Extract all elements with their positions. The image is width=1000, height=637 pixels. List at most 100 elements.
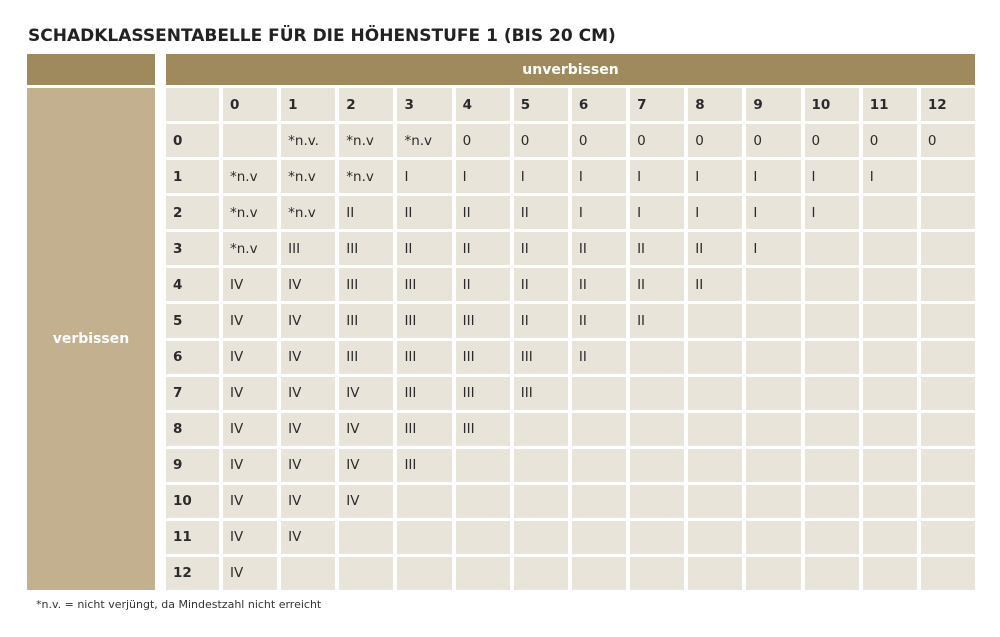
table-cell <box>862 484 917 518</box>
table-cell <box>397 556 452 590</box>
column-label: 7 <box>630 88 685 122</box>
table-cell: II <box>571 304 627 338</box>
table-cell: III <box>455 304 510 338</box>
column-label: 6 <box>571 88 627 122</box>
table-cell: II <box>688 268 743 302</box>
table-cell: II <box>571 232 627 266</box>
table-cell <box>862 376 917 410</box>
table-cell: I <box>688 160 743 194</box>
row-label: 9 <box>166 448 219 482</box>
table-cell: *n.v <box>339 160 394 194</box>
row-label: 7 <box>166 376 219 410</box>
table-cell: II <box>571 268 627 302</box>
table-cell: I <box>746 232 801 266</box>
table-cell <box>862 340 917 374</box>
table-cell: IV <box>223 556 278 590</box>
table-cell <box>862 556 917 590</box>
table-cell: 0 <box>862 124 917 158</box>
table-cell <box>630 556 685 590</box>
table-cell <box>688 412 743 446</box>
table-cell <box>688 484 743 518</box>
row-label: 4 <box>166 268 219 302</box>
table-cell: III <box>455 376 510 410</box>
row-label: 12 <box>166 556 219 590</box>
table-cell <box>571 376 627 410</box>
table-cell <box>862 196 917 230</box>
table-cell: II <box>630 268 685 302</box>
table-cell: III <box>455 340 510 374</box>
table-cell <box>513 448 568 482</box>
table-cell: III <box>397 412 452 446</box>
table-cell <box>862 304 917 338</box>
table-cell: III <box>397 340 452 374</box>
table-cell: *n.v <box>397 124 452 158</box>
table-cell <box>746 340 801 374</box>
table-cell <box>862 520 917 554</box>
table-cell <box>920 304 975 338</box>
table-cell: IV <box>339 376 394 410</box>
table-cell <box>281 556 336 590</box>
table-cell: IV <box>281 484 336 518</box>
table-cell: IV <box>281 412 336 446</box>
table-cell <box>397 520 452 554</box>
table-cell <box>571 520 627 554</box>
table-cell <box>571 556 627 590</box>
table-cell <box>455 556 510 590</box>
row-label: 11 <box>166 520 219 554</box>
column-label: 12 <box>920 88 975 122</box>
table-cell <box>746 484 801 518</box>
table-cell: I <box>571 196 627 230</box>
column-header: unverbissen <box>166 54 975 85</box>
table-cell <box>688 520 743 554</box>
table-cell <box>804 556 859 590</box>
table-cell: IV <box>223 268 278 302</box>
table-cell <box>223 124 278 158</box>
table-cell <box>571 448 627 482</box>
table-cell: *n.v <box>223 160 278 194</box>
table-cell: IV <box>223 448 278 482</box>
table-cell <box>862 412 917 446</box>
table-cell: III <box>281 232 336 266</box>
table-cell: I <box>630 196 685 230</box>
table-cell: I <box>746 196 801 230</box>
table-cell: II <box>630 304 685 338</box>
column-label: 1 <box>281 88 336 122</box>
table-cell: III <box>339 232 394 266</box>
table-cell <box>688 340 743 374</box>
table-cell <box>746 448 801 482</box>
table-cell: I <box>862 160 917 194</box>
table-cell: 0 <box>513 124 568 158</box>
table-cell <box>746 268 801 302</box>
table-cell <box>630 412 685 446</box>
table-cell: II <box>455 232 510 266</box>
table-cell <box>688 304 743 338</box>
table-cell <box>920 520 975 554</box>
table-cell <box>746 412 801 446</box>
column-label: 8 <box>688 88 743 122</box>
table-cell: IV <box>223 520 278 554</box>
table-cell: II <box>397 232 452 266</box>
table-cell: I <box>397 160 452 194</box>
table-cell: IV <box>281 304 336 338</box>
table-cell: IV <box>223 340 278 374</box>
table-cell <box>920 412 975 446</box>
table-cell: IV <box>281 340 336 374</box>
table-cell: III <box>339 340 394 374</box>
table: 0 1 2 3 4 5 6 7 8 9 10 11 12 0 *n.v. *n.v *n.v 0 0 0 0 0 0 0 0 0 1… <box>166 88 975 590</box>
table-cell <box>339 520 394 554</box>
table-cell <box>688 376 743 410</box>
row-label: 10 <box>166 484 219 518</box>
table-cell: *n.v <box>339 124 394 158</box>
table-cell <box>920 268 975 302</box>
footnote: *n.v. = nicht verjüngt, da Mindestzahl n… <box>36 598 322 611</box>
table-cell: I <box>804 196 859 230</box>
table-cell <box>920 160 975 194</box>
table-cell: IV <box>281 520 336 554</box>
table-cell <box>920 484 975 518</box>
table-cell: 0 <box>571 124 627 158</box>
table-cell: III <box>513 340 568 374</box>
table-cell: III <box>397 448 452 482</box>
table-cell: 0 <box>455 124 510 158</box>
row-label: 8 <box>166 412 219 446</box>
